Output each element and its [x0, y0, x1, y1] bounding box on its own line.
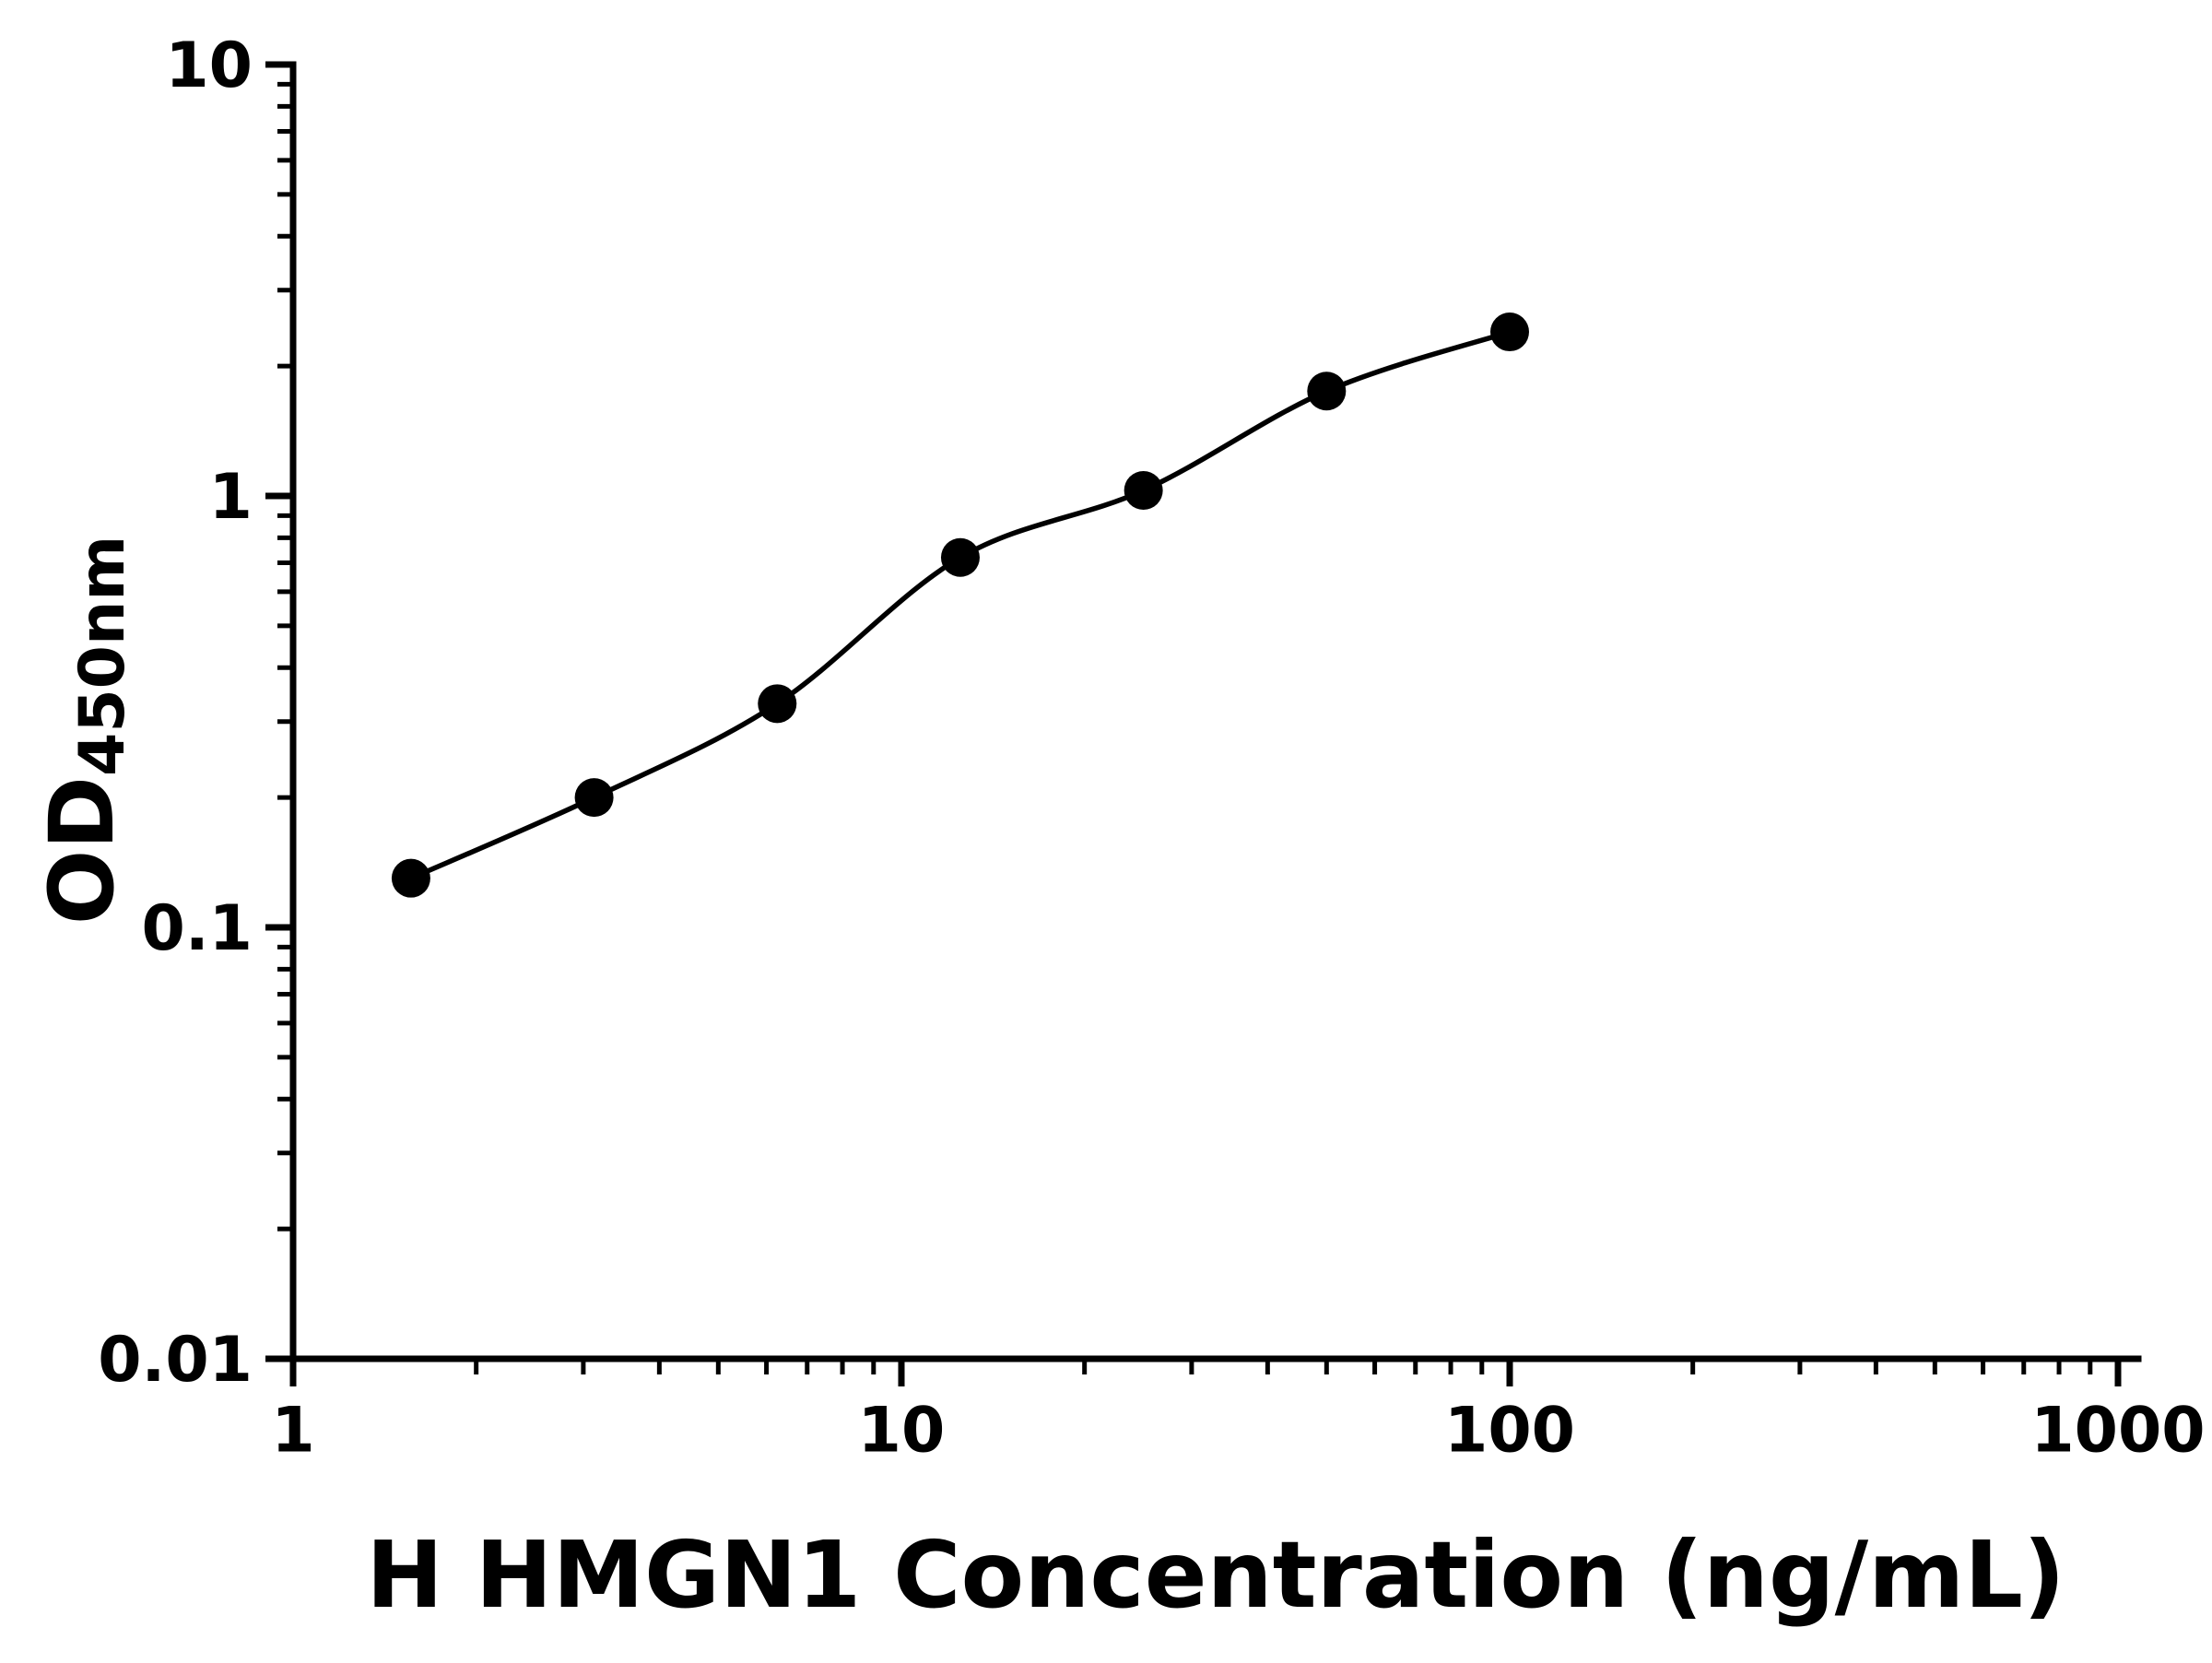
data-point — [1307, 372, 1347, 411]
data-point — [1490, 313, 1529, 352]
y-axis-title-subscript: 450nm — [66, 535, 140, 776]
x-tick-label: 1000 — [2030, 1394, 2205, 1467]
x-axis-title: H HMGN1 Concentration (ng/mL) — [366, 1521, 2065, 1629]
y-axis-title: OD450nm — [18, 85, 147, 1375]
data-point — [574, 778, 614, 818]
data-point — [940, 537, 980, 577]
x-tick-label: 100 — [1444, 1394, 1575, 1467]
y-tick-label: 0.1 — [142, 892, 253, 965]
data-point — [391, 858, 430, 898]
y-tick-label: 0.01 — [98, 1324, 253, 1397]
y-tick-label: 10 — [165, 29, 253, 102]
data-point — [758, 684, 797, 724]
data-point — [1124, 470, 1163, 510]
y-axis-title-main: OD — [30, 775, 134, 926]
x-tick-label: 10 — [858, 1394, 946, 1467]
x-tick-label: 1 — [271, 1394, 314, 1467]
y-tick-label: 1 — [209, 461, 253, 534]
